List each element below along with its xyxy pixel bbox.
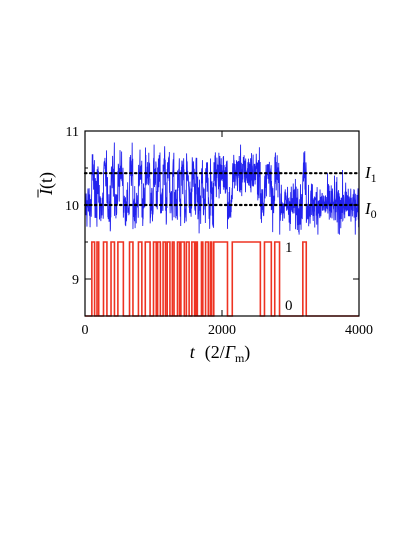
x-axis-var: t xyxy=(190,342,196,362)
y-tick-label: 9 xyxy=(72,273,79,288)
reference-label-i1: I1 xyxy=(364,163,377,185)
reference-lines xyxy=(83,172,361,207)
state-label-high: 1 xyxy=(285,240,293,256)
reference-label-i1-sub: 1 xyxy=(371,171,377,185)
x-tick-label: 0 xyxy=(82,323,89,338)
noisy-signal-series-line xyxy=(84,142,360,235)
y-tick-label: 10 xyxy=(65,199,79,214)
reference-label-i0-base: I xyxy=(364,199,372,218)
x-axis-unit-symbol: Γ xyxy=(224,342,236,362)
reference-label-i1-base: I xyxy=(364,163,372,182)
y-axis-title: I(t) xyxy=(36,172,57,196)
x-axis-title: t (2/Γm) xyxy=(190,342,251,365)
y-axis-arg: (t) xyxy=(36,172,57,189)
telegraph-series-line xyxy=(85,241,359,317)
y-tick-label: 11 xyxy=(66,125,79,140)
x-tick-label: 2000 xyxy=(208,323,236,338)
state-label-low: 0 xyxy=(285,298,293,314)
plot-area xyxy=(84,142,360,317)
y-axis-var: I xyxy=(36,188,56,196)
x-axis-unit-sub: m xyxy=(235,351,245,365)
reference-label-i0: I0 xyxy=(364,199,377,221)
x-axis-unit-open: (2/ xyxy=(205,342,225,363)
reference-label-i0-sub: 0 xyxy=(371,207,377,221)
x-tick-label: 4000 xyxy=(345,323,373,338)
x-axis-unit-close: ) xyxy=(244,342,250,363)
